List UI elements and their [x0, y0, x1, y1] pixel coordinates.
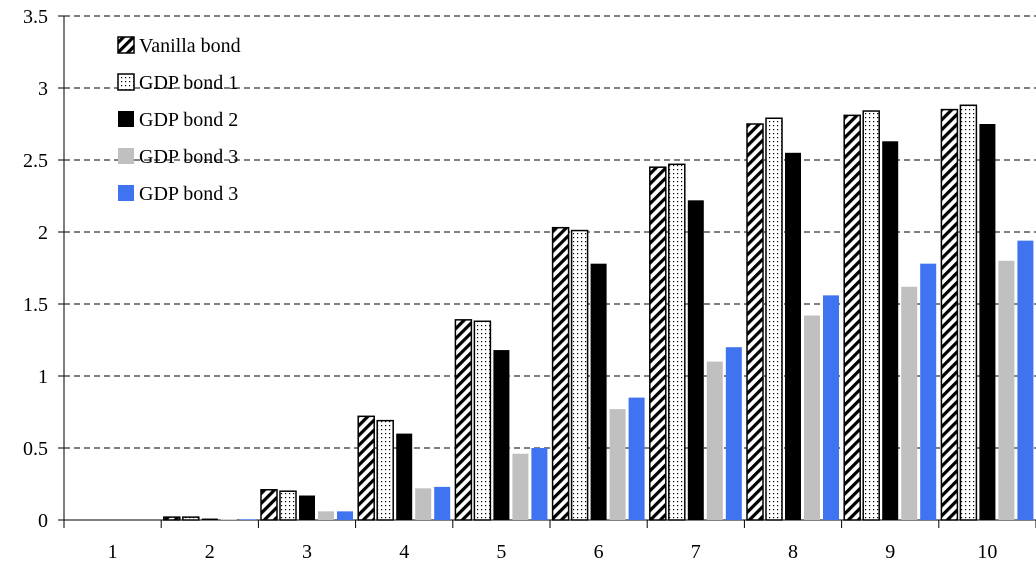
bar-gdp-bond-1-2-cat-4 [376, 419, 394, 521]
x-axis-tick-labels: 1 2 3 4 5 6 7 8 9 10 [108, 541, 998, 563]
bar-gdp-bond-3-4-cat-7 [706, 361, 723, 520]
x-tick-label: 10 [977, 541, 997, 563]
bar-gdp-bond-3-4-cat-6 [609, 409, 626, 520]
bar-gdp-bond-3-4-cat-2 [220, 519, 237, 520]
bar-gdp-bond-3-4-cat-4 [415, 488, 432, 520]
bar-gdp-bond-2-3-cat-6 [590, 263, 607, 520]
x-tick-label: 2 [205, 541, 215, 563]
bar-gdp-bond-3-4-cat-8 [804, 315, 820, 520]
legend-swatch-1 [117, 36, 135, 54]
legend-label-4: GDP bond 3 [139, 146, 238, 168]
bar-gdp-bond-1-2-cat-9 [862, 110, 880, 521]
bar-gdp-bond-3-5-cat-5 [531, 448, 548, 520]
bar-gdp-bond-3-5-cat-10 [1017, 240, 1034, 520]
bars [163, 104, 1034, 521]
bar-gdp-bond-3-5-cat-2 [239, 519, 256, 520]
bar-vanilla-bond-1-cat-7 [649, 166, 667, 521]
bar-gdp-bond-2-3-cat-8 [785, 152, 801, 521]
bar-gdp-bond-3-4-cat-9 [901, 286, 918, 520]
bar-vanilla-bond-1-cat-5 [454, 319, 473, 521]
bar-gdp-bond-1-2-cat-2 [182, 516, 200, 521]
bar-vanilla-bond-1-cat-3 [260, 489, 278, 521]
bar-vanilla-bond-1-cat-10 [940, 108, 959, 521]
bar-vanilla-bond-1-cat-4 [357, 415, 375, 521]
bar-gdp-bond-2-3-cat-9 [882, 141, 899, 520]
bar-gdp-bond-2-3-cat-5 [493, 350, 510, 520]
legend-swatch-3 [118, 111, 134, 127]
bar-gdp-bond-3-4-cat-3 [318, 511, 334, 520]
x-tick-label: 1 [108, 541, 118, 563]
bar-gdp-bond-1-2-cat-6 [570, 229, 589, 521]
bar-gdp-bond-2-3-cat-3 [299, 495, 315, 520]
bar-gdp-bond-3-5-cat-4 [434, 486, 451, 520]
bar-gdp-bond-1-2-cat-10 [959, 104, 978, 521]
bar-gdp-bond-2-3-cat-2 [201, 518, 218, 520]
x-tick-label: 4 [399, 541, 409, 563]
bar-gdp-bond-3-4-cat-5 [512, 453, 529, 520]
y-tick-label: 3 [38, 78, 48, 100]
x-tick-label: 8 [788, 541, 798, 563]
legend-label-5: GDP bond 3 [139, 183, 238, 205]
bar-gdp-bond-1-2-cat-5 [473, 320, 492, 521]
legend-label-1: Vanilla bond [139, 35, 241, 57]
bar-gdp-bond-2-3-cat-10 [979, 124, 996, 520]
bar-gdp-bond-1-2-cat-7 [668, 163, 686, 521]
bar-gdp-bond-3-5-cat-8 [823, 295, 839, 520]
legend-swatch-2 [117, 73, 135, 91]
bar-gdp-bond-2-3-cat-4 [396, 433, 413, 520]
y-tick-label: 0.5 [23, 438, 48, 460]
legend-label-2: GDP bond 1 [139, 72, 238, 94]
y-tick-label: 2.5 [23, 150, 48, 172]
bar-gdp-bond-3-5-cat-7 [725, 347, 742, 520]
bar-gdp-bond-3-5-cat-3 [337, 511, 353, 520]
y-axis-tick-labels: 0 0.5 1 1.5 2 2.5 3 3.5 [23, 6, 48, 532]
y-tick-label: 0 [38, 510, 48, 532]
y-tick-label: 1 [38, 366, 48, 388]
bar-gdp-bond-3-4-cat-10 [998, 260, 1015, 520]
legend-swatch-5 [118, 185, 134, 201]
bar-vanilla-bond-1-cat-8 [746, 123, 764, 521]
bar-vanilla-bond-1-cat-2 [163, 516, 181, 521]
bar-vanilla-bond-1-cat-6 [551, 226, 570, 521]
legend-swatch-4 [118, 148, 134, 164]
legend-label-3: GDP bond 2 [139, 109, 238, 131]
bar-vanilla-bond-1-cat-9 [843, 114, 861, 521]
y-tick-label: 3.5 [23, 6, 48, 28]
bar-gdp-bond-3-5-cat-9 [920, 263, 937, 520]
bar-gdp-bond-1-2-cat-8 [765, 117, 783, 521]
bar-gdp-bond-1-2-cat-3 [279, 490, 297, 521]
y-tick-label: 1.5 [23, 294, 48, 316]
bar-gdp-bond-2-3-cat-7 [687, 200, 704, 520]
x-tick-label: 5 [496, 541, 506, 563]
legend: Vanilla bond GDP bond 1 GDP bond 2 GDP bond… [117, 35, 241, 205]
bar-gdp-bond-3-5-cat-6 [628, 397, 645, 520]
y-tick-label: 2 [38, 222, 48, 244]
x-tick-label: 3 [302, 541, 312, 563]
x-tick-label: 9 [885, 541, 895, 563]
x-tick-label: 6 [594, 541, 604, 563]
x-tick-label: 7 [691, 541, 701, 563]
